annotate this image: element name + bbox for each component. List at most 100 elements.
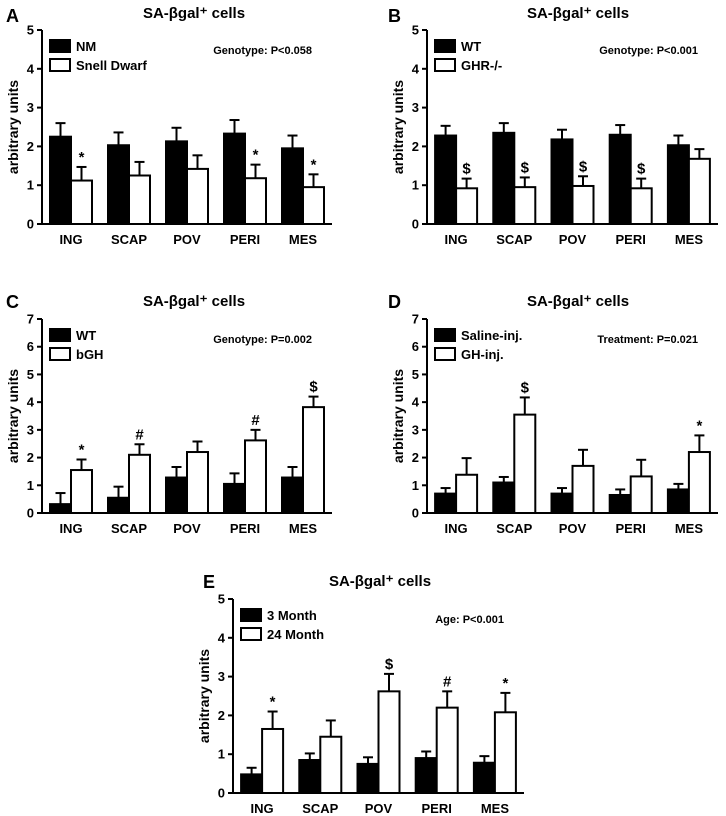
significance-mark: $	[385, 656, 394, 673]
bar-e-ing-s1	[240, 773, 264, 794]
bar-c-scap-s2	[128, 453, 151, 514]
significance-mark: $	[579, 158, 588, 175]
y-tick-label: 6	[412, 339, 419, 354]
x-tick-label: MES	[675, 521, 704, 536]
bar-e-mes-s2	[493, 711, 517, 795]
significance-mark: $	[309, 379, 318, 396]
y-tick-label: 4	[27, 395, 35, 410]
y-tick-label: 5	[412, 23, 419, 38]
chart-title: SA-βgal⁺ cells	[527, 5, 629, 22]
bar-e-pov-s2	[377, 690, 401, 794]
y-tick-label: 5	[27, 23, 34, 38]
y-tick-label: 0	[412, 506, 419, 521]
bar-a-ing-s2	[70, 179, 93, 226]
legend-label: WT	[76, 328, 96, 343]
bar-e-pov-s1	[356, 762, 380, 795]
chart-title: SA-βgal⁺ cells	[143, 5, 245, 22]
x-tick-label: SCAP	[111, 521, 147, 536]
bar-b-peri-s1	[608, 133, 632, 225]
significance-mark: $	[637, 161, 646, 178]
legend-swatch	[49, 328, 71, 342]
x-tick-label: PERI	[616, 521, 646, 536]
chart-panel-c: C SA-βgal⁺ cells arbitrary units 0 1 2 3 4 5 6 7 IN…	[5, 292, 332, 536]
bar-e-ing-s2	[261, 727, 285, 794]
significance-mark: #	[135, 426, 144, 443]
bar-d-peri-s2	[629, 475, 653, 514]
x-tick-label: POV	[365, 801, 393, 816]
y-tick-label: 5	[218, 592, 225, 607]
legend-swatch	[434, 347, 456, 361]
y-tick-label: 7	[412, 312, 419, 327]
significance-mark: #	[443, 673, 452, 690]
bar-a-peri-s1	[223, 132, 246, 225]
x-tick-label: SCAP	[496, 521, 532, 536]
stat-annotation: Genotype: P<0.001	[599, 45, 698, 57]
bar-b-pov-s2	[571, 184, 595, 225]
significance-mark: #	[251, 412, 260, 429]
y-tick-label: 0	[27, 217, 34, 232]
legend-label: bGH	[76, 347, 103, 362]
bar-c-pov-s2	[186, 451, 209, 514]
y-tick-label: 0	[412, 217, 419, 232]
y-tick-label: 3	[27, 422, 34, 437]
y-tick-label: 2	[412, 450, 419, 465]
bar-d-mes-s1	[666, 488, 690, 515]
panel-label: D	[388, 292, 401, 312]
y-axis-label: arbitrary units	[390, 80, 406, 174]
y-tick-label: 0	[27, 506, 34, 521]
x-tick-label: ING	[445, 232, 468, 247]
significance-mark: $	[521, 379, 530, 396]
y-tick-label: 1	[412, 478, 419, 493]
bar-d-ing-s1	[434, 492, 458, 515]
bar-d-scap-s2	[513, 413, 537, 514]
bar-b-pov-s1	[550, 138, 574, 225]
bar-e-scap-s2	[319, 735, 343, 794]
chart-title: SA-βgal⁺ cells	[527, 293, 629, 310]
y-tick-label: 3	[218, 669, 225, 684]
x-tick-label: MES	[481, 801, 510, 816]
bar-b-ing-s1	[434, 134, 458, 225]
bar-d-mes-s2	[687, 451, 711, 514]
bar-c-peri-s1	[223, 482, 246, 514]
y-tick-label: 2	[27, 139, 34, 154]
legend-label: Saline-inj.	[461, 328, 522, 343]
legend-label: GH-inj.	[461, 347, 504, 362]
x-tick-label: POV	[173, 521, 201, 536]
chart-panel-b: B SA-βgal⁺ cells arbitrary units 0 1 2 3 4 5 ING $…	[388, 5, 718, 247]
x-tick-label: POV	[559, 521, 587, 536]
legend-label: GHR-/-	[461, 58, 502, 73]
y-tick-label: 7	[27, 312, 34, 327]
y-tick-label: 6	[27, 339, 34, 354]
y-axis-label: arbitrary units	[390, 369, 406, 463]
bar-c-ing-s2	[70, 469, 93, 514]
x-tick-label: ING	[445, 521, 468, 536]
significance-mark: *	[253, 147, 259, 164]
legend-swatch	[49, 58, 71, 72]
bar-b-peri-s2	[629, 187, 653, 225]
x-tick-label: MES	[289, 232, 318, 247]
y-tick-label: 4	[412, 395, 420, 410]
bar-a-scap-s2	[128, 174, 151, 225]
bar-a-peri-s2	[244, 177, 267, 226]
stat-annotation: Treatment: P=0.021	[597, 334, 698, 346]
bar-a-mes-s2	[302, 186, 325, 225]
bar-e-scap-s1	[298, 759, 322, 795]
bar-c-mes-s1	[281, 476, 304, 515]
legend-swatch	[240, 627, 262, 641]
legend-swatch	[434, 39, 456, 53]
bar-c-mes-s2	[302, 406, 325, 515]
y-axis-label: arbitrary units	[5, 80, 21, 174]
bar-d-pov-s2	[571, 464, 595, 514]
y-tick-label: 3	[412, 422, 419, 437]
legend-swatch	[49, 39, 71, 53]
x-tick-label: SCAP	[496, 232, 532, 247]
y-tick-label: 4	[27, 61, 35, 76]
x-tick-label: PERI	[230, 232, 260, 247]
x-tick-label: POV	[559, 232, 587, 247]
bar-a-pov-s1	[165, 140, 188, 225]
bar-b-scap-s1	[492, 131, 516, 226]
bar-d-scap-s1	[492, 481, 516, 514]
significance-mark: *	[270, 694, 276, 711]
legend-label: Snell Dwarf	[76, 58, 147, 73]
y-tick-label: 2	[27, 450, 34, 465]
